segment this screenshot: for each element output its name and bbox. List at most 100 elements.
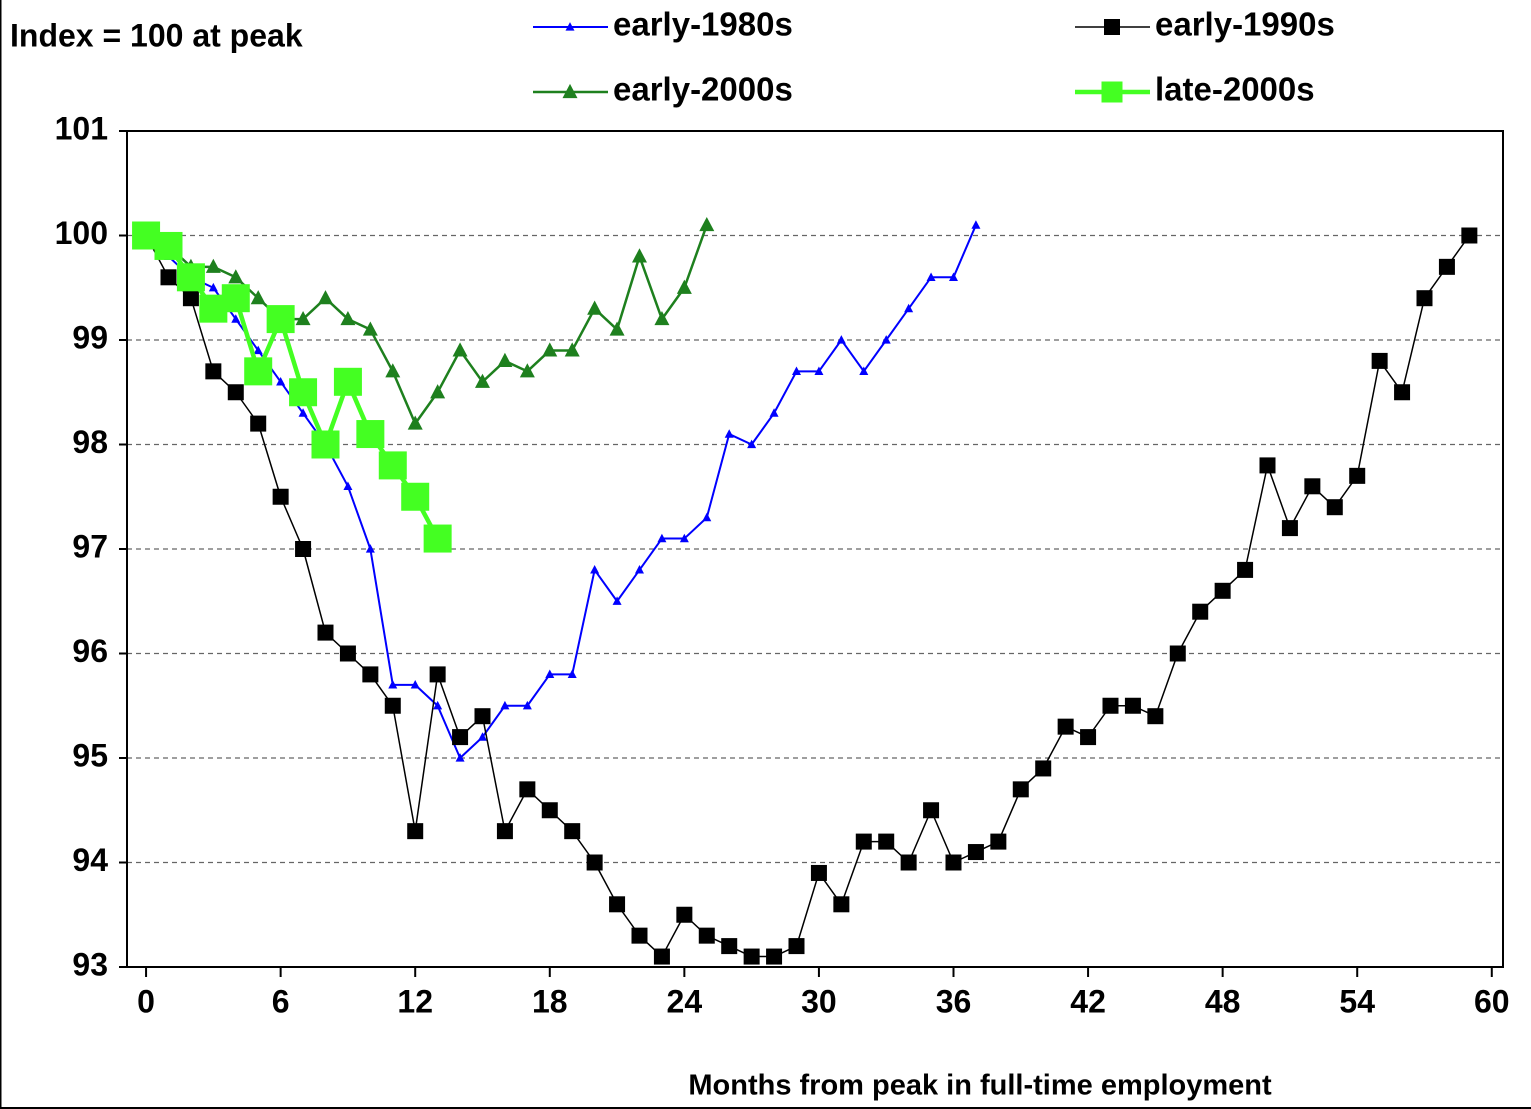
data-point [971, 220, 981, 229]
data-point [743, 948, 760, 965]
data-point [631, 927, 648, 944]
data-point [474, 373, 490, 388]
data-point [317, 624, 334, 641]
y-tick-label: 96 [72, 633, 108, 669]
data-point [250, 415, 267, 432]
data-point [1349, 467, 1366, 484]
series [132, 221, 452, 553]
data-point [1035, 760, 1052, 777]
data-point [244, 357, 273, 386]
data-point [519, 363, 535, 378]
data-point [541, 802, 558, 819]
x-tick-label: 0 [137, 983, 155, 1019]
data-point [227, 384, 244, 401]
data-point [519, 781, 536, 798]
data-point [586, 854, 603, 871]
data-point [385, 363, 401, 378]
data-point [1237, 561, 1254, 578]
x-tick-label: 42 [1070, 983, 1106, 1019]
data-point [948, 272, 958, 281]
data-point [176, 263, 205, 292]
data-point [699, 216, 715, 232]
x-axis-label: Months from peak in full-time employment [688, 1070, 1272, 1102]
data-point [545, 669, 555, 679]
data-point [926, 272, 936, 281]
data-point [333, 367, 362, 396]
data-point [289, 378, 318, 407]
series [141, 220, 981, 762]
data-point [657, 533, 667, 543]
data-point [1371, 352, 1388, 369]
data-point [653, 948, 670, 965]
legend-marker [562, 83, 578, 99]
data-point [654, 311, 670, 326]
data-point [276, 376, 286, 386]
data-point [497, 352, 513, 367]
y-tick-label: 99 [72, 319, 108, 355]
data-point [356, 420, 385, 449]
data-point [231, 314, 241, 323]
y-tick-label: 97 [72, 528, 108, 564]
data-point [721, 938, 738, 955]
series [138, 216, 715, 430]
data-point [339, 645, 356, 662]
data-point [317, 290, 333, 305]
data-point [788, 938, 805, 955]
x-tick-label: 18 [532, 983, 568, 1019]
data-point [567, 669, 577, 679]
data-point [221, 284, 250, 313]
data-point [384, 697, 401, 714]
data-point [455, 753, 465, 762]
data-point [496, 823, 513, 840]
data-point [410, 679, 420, 689]
data-point [702, 512, 712, 522]
data-point [1147, 708, 1164, 725]
data-point [311, 430, 340, 459]
data-point [343, 481, 353, 490]
data-point [272, 488, 289, 505]
x-tick-label: 24 [667, 983, 703, 1019]
data-point [205, 258, 221, 273]
data-point [295, 541, 312, 557]
data-point [609, 321, 625, 336]
data-point [1214, 582, 1231, 599]
data-point [298, 408, 308, 417]
data-point [923, 802, 940, 819]
data-point [407, 823, 424, 840]
data-point [1394, 384, 1411, 401]
data-point [1281, 520, 1298, 537]
data-point [1304, 478, 1321, 495]
y-axis-label: Index = 100 at peak [10, 17, 303, 53]
data-point [631, 248, 647, 263]
data-point [698, 927, 715, 944]
data-point [1124, 697, 1141, 714]
data-point [365, 544, 375, 553]
x-tick-label: 36 [936, 983, 972, 1019]
legend-marker [1101, 81, 1123, 103]
data-point [253, 345, 263, 355]
data-point [679, 533, 689, 543]
data-point [452, 342, 468, 357]
data-point [477, 732, 487, 741]
data-point [904, 303, 914, 313]
data-point [810, 864, 827, 881]
data-point [590, 565, 600, 574]
data-point [160, 269, 177, 286]
data-point [474, 708, 491, 725]
data-point [766, 948, 783, 965]
data-point [407, 415, 423, 430]
data-point [747, 439, 757, 449]
y-tick-label: 95 [72, 737, 108, 773]
data-point [564, 342, 580, 357]
data-point [634, 565, 644, 574]
data-point [878, 833, 895, 850]
data-point [208, 282, 218, 292]
data-point [429, 666, 446, 683]
data-point [205, 363, 222, 380]
data-point [990, 833, 1007, 850]
data-point [452, 729, 469, 746]
data-point [769, 408, 779, 417]
data-point [855, 833, 872, 850]
data-point [1080, 729, 1097, 746]
